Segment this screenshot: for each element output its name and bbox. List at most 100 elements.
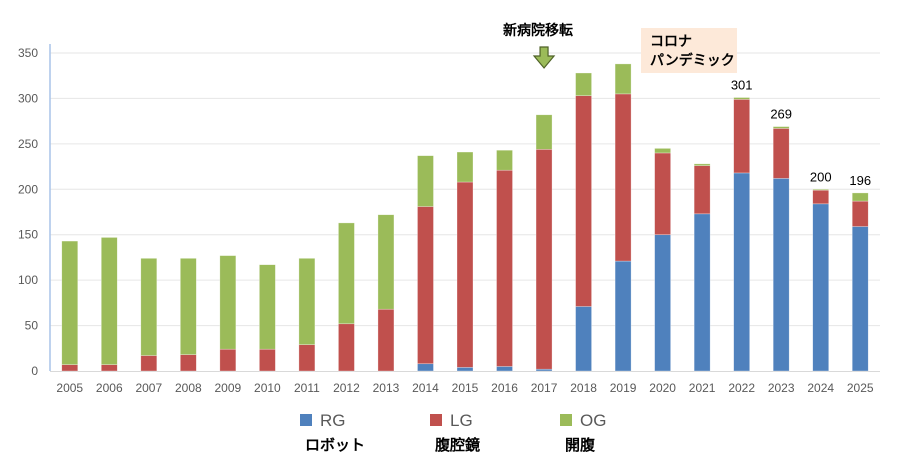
annotation-relocation: 新病院移転 bbox=[503, 22, 573, 38]
bar-segment-rg bbox=[417, 363, 434, 372]
y-tick-label: 350 bbox=[18, 46, 38, 60]
bar-segment-lg bbox=[496, 169, 513, 367]
bar-segment-og bbox=[535, 114, 553, 150]
bar-segment-og bbox=[417, 155, 434, 207]
legend: RG ロボット LG 腹腔鏡 OG 開腹 bbox=[300, 411, 606, 454]
x-tick-label: 2015 bbox=[452, 381, 479, 395]
y-tick-label: 50 bbox=[25, 319, 39, 333]
bar-segment-lg bbox=[535, 149, 553, 370]
bar-segment-og bbox=[259, 264, 276, 350]
data-label: 200 bbox=[810, 169, 832, 184]
x-tick-label: 2018 bbox=[570, 381, 597, 395]
y-tick-label: 200 bbox=[18, 182, 38, 196]
bar-segment-og bbox=[377, 214, 395, 310]
bar-segment-lg bbox=[417, 206, 434, 365]
bar-segment-lg bbox=[61, 364, 79, 372]
legend-label: OG bbox=[580, 411, 606, 430]
x-tick-label: 2017 bbox=[531, 381, 558, 395]
bar-segment-rg bbox=[812, 203, 830, 372]
x-tick-label: 2023 bbox=[768, 381, 795, 395]
bar-segment-og bbox=[456, 151, 474, 183]
bar-segment-lg bbox=[180, 354, 197, 372]
y-axis-ticks: 0 50 100 150 200 250 300 350 bbox=[18, 46, 38, 378]
bar-segment-rg bbox=[733, 172, 750, 372]
x-tick-label: 2008 bbox=[175, 381, 202, 395]
bar-segment-og bbox=[100, 237, 118, 365]
bar-segment-og bbox=[496, 149, 513, 171]
x-tick-label: 2020 bbox=[649, 381, 676, 395]
bar-segment-og bbox=[851, 192, 869, 202]
bar-segment-og bbox=[180, 258, 197, 355]
x-tick-label: 2009 bbox=[215, 381, 242, 395]
x-tick-label: 2024 bbox=[807, 381, 834, 395]
bar-segment-lg bbox=[812, 189, 830, 205]
x-tick-label: 2022 bbox=[728, 381, 755, 395]
bar-segment-rg bbox=[851, 226, 869, 372]
bar-segment-og bbox=[338, 222, 355, 325]
y-tick-label: 100 bbox=[18, 273, 38, 287]
y-tick-label: 0 bbox=[31, 364, 38, 378]
bar-segment-rg bbox=[575, 306, 592, 372]
bar-segment-lg bbox=[338, 323, 355, 372]
x-tick-label: 2012 bbox=[333, 381, 360, 395]
annotation-box-pandemic bbox=[641, 28, 737, 73]
bar-segment-lg bbox=[575, 95, 592, 307]
bar-segment-og bbox=[298, 258, 316, 345]
legend-label: RG bbox=[320, 411, 346, 430]
legend-swatch-lg bbox=[430, 414, 442, 426]
legend-label: LG bbox=[450, 411, 473, 430]
x-tick-label: 2011 bbox=[294, 381, 320, 395]
legend-swatch-rg bbox=[300, 414, 312, 426]
bar-segment-og bbox=[61, 240, 79, 365]
bar-segment-rg bbox=[496, 366, 513, 372]
x-tick-label: 2016 bbox=[491, 381, 518, 395]
x-tick-label: 2014 bbox=[412, 381, 439, 395]
bar-segment-lg bbox=[654, 152, 671, 236]
bar-segment-og bbox=[575, 72, 592, 97]
bar-segment-rg bbox=[693, 213, 711, 372]
bar-segment-rg bbox=[654, 234, 671, 372]
x-tick-label: 2021 bbox=[689, 381, 716, 395]
bar-segment-lg bbox=[377, 308, 395, 372]
bar-segment-rg bbox=[614, 260, 632, 372]
y-tick-label: 150 bbox=[18, 228, 38, 242]
legend-swatch-og bbox=[560, 414, 572, 426]
bar-segment-lg bbox=[140, 355, 158, 372]
bar-segment-og bbox=[733, 97, 750, 100]
x-axis-ticks: 2005 2006 2007 2008 2009 2010 2011 2012 2013 2014… bbox=[56, 381, 873, 395]
bar-segment-lg bbox=[219, 348, 237, 372]
x-tick-label: 2025 bbox=[847, 381, 874, 395]
bar-segment-og bbox=[693, 163, 711, 166]
bar-segment-og bbox=[140, 258, 158, 356]
x-tick-label: 2013 bbox=[373, 381, 400, 395]
bar-segment-og bbox=[614, 63, 632, 95]
x-tick-label: 2019 bbox=[610, 381, 637, 395]
x-tick-label: 2006 bbox=[96, 381, 123, 395]
bar-segment-lg bbox=[733, 99, 750, 174]
legend-sublabel: 腹腔鏡 bbox=[435, 436, 480, 454]
data-label: 196 bbox=[849, 173, 871, 188]
bar-segment-lg bbox=[851, 200, 869, 227]
y-tick-label: 250 bbox=[18, 137, 38, 151]
bar-segment-og bbox=[812, 188, 830, 191]
bar-segment-lg bbox=[456, 181, 474, 368]
bar-segment-lg bbox=[614, 93, 632, 262]
bars bbox=[61, 63, 869, 372]
data-label: 301 bbox=[731, 78, 753, 93]
bar-segment-lg bbox=[693, 165, 711, 215]
bar-segment-rg bbox=[772, 178, 790, 372]
x-tick-label: 2005 bbox=[56, 381, 83, 395]
bar-segment-lg bbox=[298, 344, 316, 372]
x-tick-label: 2010 bbox=[254, 381, 281, 395]
bar-segment-lg bbox=[259, 348, 276, 372]
bar-segment-lg bbox=[772, 128, 790, 179]
annotation-pandemic-line: パンデミック bbox=[650, 52, 735, 68]
legend-sublabel: ロボット bbox=[305, 437, 365, 454]
bar-segment-rg bbox=[456, 367, 474, 372]
data-labels: 301 269 200 196 bbox=[731, 78, 871, 188]
annotation-pandemic-line: コロナ bbox=[650, 33, 692, 49]
bar-segment-lg bbox=[100, 364, 118, 372]
y-tick-label: 300 bbox=[18, 91, 38, 105]
